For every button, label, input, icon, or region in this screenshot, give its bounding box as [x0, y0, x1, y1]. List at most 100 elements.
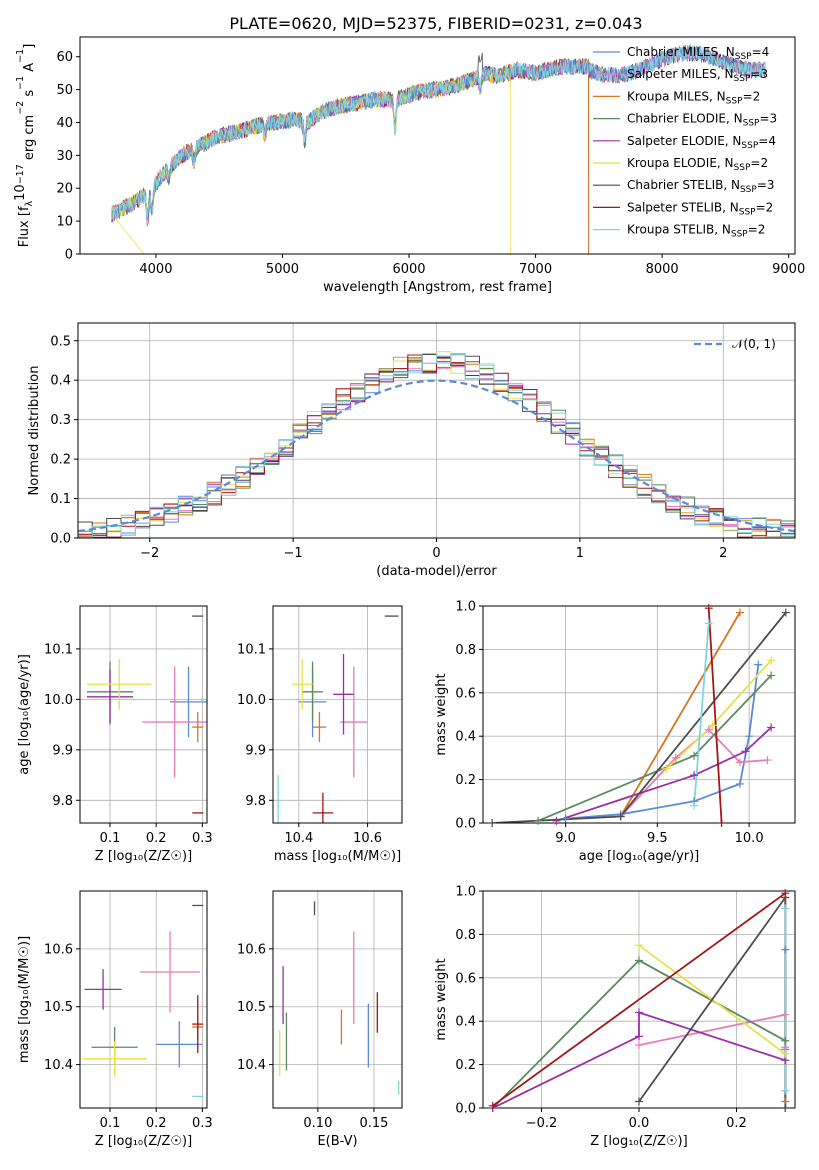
weight_vs_age-ylabel: mass weight [434, 673, 449, 755]
weight_vs_age-ytick-label: 0.4 [455, 730, 476, 745]
mass_vs_EBV-xtick-label: 0.10 [303, 1116, 332, 1131]
mass_vs_EBV-xtick-label: 0.15 [359, 1116, 388, 1131]
residuals-ytick-label: 0.4 [50, 374, 71, 389]
weight_vs_age-marker-salpeter-stelib [717, 819, 726, 827]
spectrum-ytick-label: 0 [65, 248, 73, 263]
weight_vs_age-marker-kroupa-miles [735, 608, 744, 617]
spectrum-panel: 4000 5000 6000 7000 8000 9000 0 10 20 30 40 50 60 wav… [13, 36, 805, 295]
age_vs_mass-panel: 10.4 10.6 9.8 9.9 10.0 10.1 mass [log₁₀(M/M☉)] [237, 605, 403, 864]
normal-reference-curve [78, 379, 795, 533]
weight_vs_Z-marker-kroupa-stelib [781, 1086, 790, 1095]
weight_vs_Z-marker-chabrier-elodie [781, 1036, 790, 1045]
weight_vs_age-plot-area [492, 608, 787, 823]
weight_vs_Z-frame [482, 890, 796, 1109]
residuals-xtick-label: 1 [576, 546, 584, 561]
weight_vs_Z-marker-salpeter-miles [781, 1010, 790, 1019]
weight_vs_Z-ytick-label: 0.8 [455, 928, 476, 943]
residuals-xtick-label: 0 [432, 546, 440, 561]
weight_vs_Z-ytick-label: 0.2 [455, 1058, 476, 1073]
spectrum-xtick-label: 7000 [519, 262, 552, 277]
weight_vs_age-marker-salpeter-miles [704, 725, 713, 734]
weight_vs_age-marker-kroupa-elodie [662, 764, 671, 773]
legend-sub: SSP [739, 207, 756, 217]
legend-sub: SSP [731, 230, 748, 240]
spectrum-ytick-label: 40 [56, 116, 73, 131]
mass_vs_Z-frame [79, 890, 208, 1109]
spectrum-ytick-label: 50 [56, 83, 73, 98]
weight_vs_age-line-chabrier-stelib [492, 611, 787, 823]
spectrum-legend-label-kroupa-stelib: Kroupa STELIB, NSSP=2 [627, 223, 765, 240]
legend-sub: SSP [734, 74, 751, 84]
weight_vs_Z-ylabel: mass weight [434, 958, 449, 1040]
spectrum-xtick-label: 6000 [392, 262, 425, 277]
weight_vs_Z-marker-salpeter-miles [635, 1041, 643, 1050]
weight_vs_age-xtick-label: 10.0 [735, 831, 764, 846]
weight_vs_age-marker-kroupa-elodie [708, 721, 717, 730]
age_vs_Z-frame [79, 605, 208, 824]
mass_vs_Z-ytick-label: 10.6 [44, 942, 73, 957]
age_vs_Z-ytick-label: 9.9 [52, 743, 73, 758]
spectrum-ytick-label: 60 [56, 50, 73, 65]
residuals-ytick-label: 0.2 [50, 453, 71, 468]
weight_vs_age-marker-chabrier-miles [745, 732, 754, 741]
weight_vs_age-line-chabrier-elodie [537, 674, 772, 822]
mass_vs_EBV-plot-area [279, 901, 400, 1095]
weight_vs_Z-marker-kroupa-elodie [781, 1049, 790, 1058]
spectrum-ylabel-part: A [22, 63, 37, 76]
weight_vs_age-ytick-label: 0.0 [455, 817, 476, 832]
weight_vs_age-frame [482, 605, 796, 824]
weight_vs_Z-marker-chabrier-miles [781, 945, 790, 954]
spectrum-ylabel-part: −1 [15, 49, 26, 63]
spectrum-ylabel-part: −1 [15, 76, 26, 90]
weight_vs_Z-line-salpeter-stelib [492, 892, 786, 1107]
spectrum-ytick-label: 20 [56, 182, 73, 197]
age_vs_mass-xtick-label: 10.4 [284, 831, 313, 846]
weight_vs_age-marker-chabrier-stelib [781, 608, 790, 617]
spectrum-legend-label-chabrier-elodie: Chabrier ELODIE, NSSP=3 [627, 112, 777, 129]
residuals-ytick-label: 0.5 [50, 334, 71, 349]
weight_vs_age-marker-chabrier-elodie [534, 816, 543, 825]
legend-value: =4 [758, 134, 776, 148]
mass_vs_EBV-frame [272, 890, 403, 1109]
weight_vs_Z-marker-kroupa-elodie [635, 941, 643, 950]
age_vs_Z-xtick-label: 0.2 [146, 831, 167, 846]
weight_vs_Z-line-salpeter-elodie [492, 1011, 786, 1108]
legend-name: Kroupa STELIB, N [627, 223, 731, 237]
residuals-xtick-label: 2 [719, 546, 727, 561]
legend-value: =2 [750, 156, 768, 170]
age_vs_Z-ytick-label: 10.0 [44, 693, 73, 708]
spectrum-line-kroupa-stelib [111, 44, 766, 219]
spectrum-legend-label-salpeter-elodie: Salpeter ELODIE, NSSP=4 [627, 134, 776, 151]
age_vs_Z-panel: 0.1 0.2 0.3 9.8 9.9 10.0 10.1 Z [log₁₀(Z/Z☉)] ag… [17, 605, 213, 864]
mass_vs_Z-plot-area [82, 904, 204, 1098]
legend-name: Salpeter STELIB, N [627, 200, 739, 214]
weight_vs_age-marker-salpeter-elodie [690, 771, 699, 780]
spectrum-legend-label-kroupa-elodie: Kroupa ELODIE, NSSP=2 [627, 156, 768, 173]
weight_vs_age-marker-salpeter-miles [763, 756, 772, 765]
legend-name: Chabrier MILES, N [627, 45, 735, 59]
age_vs_Z-plot-area [86, 615, 207, 814]
weight_vs_age-marker-salpeter-elodie [552, 816, 561, 825]
age_vs_Z-xtick-label: 0.3 [192, 831, 213, 846]
mass_vs_EBV-ytick-label: 10.4 [237, 1058, 266, 1073]
mass_vs_EBV-panel: 0.10 0.15 10.4 10.5 10.6 E(B-V) [237, 890, 403, 1149]
weight_vs_age-xtick-label: 9.5 [647, 831, 668, 846]
weight_vs_age-marker-chabrier-miles [735, 779, 744, 788]
age_vs_Z-xtick-label: 0.1 [100, 831, 121, 846]
spectrum-ylabel-part: ] [22, 44, 37, 49]
age_vs_mass-ytick-label: 9.8 [245, 794, 266, 809]
spectrum-ylabel-part: −17 [15, 164, 26, 184]
legend-name: Kroupa ELODIE, N [627, 156, 734, 170]
residuals-xtick-label: −2 [140, 546, 159, 561]
legend-sub: SSP [740, 185, 757, 195]
weight_vs_Z-xlabel: Z [log₁₀(Z/Z☉)] [590, 1134, 687, 1149]
residuals-frame [77, 322, 796, 539]
weight_vs_Z-marker-chabrier-elodie [635, 956, 643, 965]
weight_vs_age-line-salpeter-elodie [556, 726, 772, 822]
spectrum-xlabel: wavelength [Angstrom, rest frame] [323, 280, 552, 295]
mass_vs_EBV-ytick-label: 10.6 [237, 942, 266, 957]
weight_vs_age-marker-kroupa-elodie [767, 656, 776, 665]
legend-sub: SSP [734, 163, 751, 173]
spectrum-frame [79, 36, 796, 255]
